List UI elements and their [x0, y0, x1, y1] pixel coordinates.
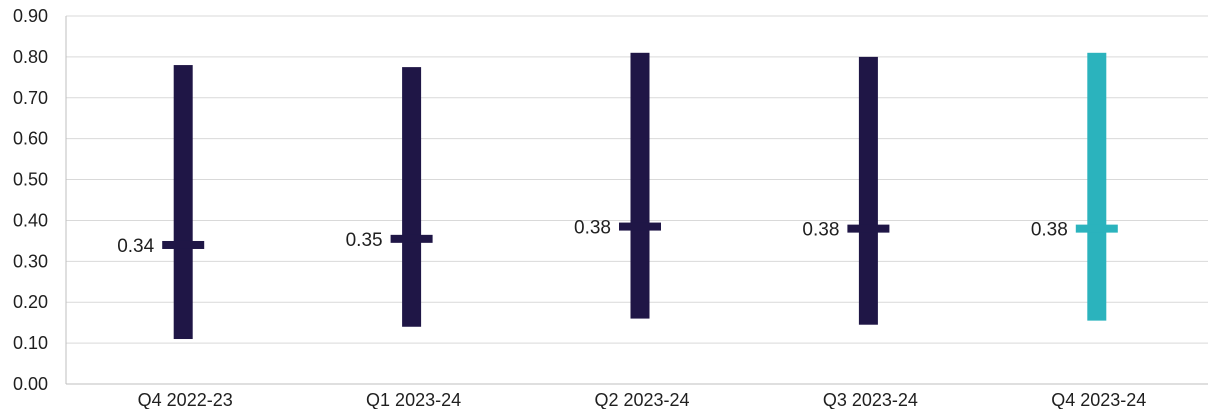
y-tick-label: 0.30 [13, 251, 48, 271]
y-tick-label: 0.00 [13, 374, 48, 394]
x-tick-label: Q4 2023-24 [1051, 390, 1146, 409]
y-axis: 0.00 0.10 0.20 0.30 0.40 0.50 0.60 0.70 0.80 0.90 [13, 6, 67, 394]
mid-labels: 0.34 0.35 0.38 0.38 0.38 [117, 218, 1068, 257]
data-label: 0.34 [117, 236, 154, 257]
y-tick-label: 0.10 [13, 333, 48, 353]
mid-marker [1075, 224, 1118, 233]
x-axis: Q4 2022-23 Q1 2023-24 Q2 2023-24 Q3 2023-24… [66, 383, 1208, 409]
y-tick-label: 0.60 [13, 129, 48, 149]
y-tick-label: 0.50 [13, 170, 48, 190]
data-label: 0.35 [346, 230, 383, 251]
data-label: 0.38 [574, 218, 611, 239]
range-bar [1087, 52, 1107, 321]
data-label: 0.38 [1031, 220, 1068, 241]
y-tick-label: 0.40 [13, 210, 48, 230]
data-label: 0.38 [802, 220, 839, 241]
x-tick-label: Q3 2023-24 [823, 390, 918, 409]
y-tick-label: 0.80 [13, 47, 48, 67]
range-bar [858, 56, 878, 325]
y-tick-label: 0.90 [13, 6, 48, 26]
x-tick-label: Q2 2023-24 [594, 390, 689, 409]
range-bar [402, 67, 422, 327]
range-bar [630, 52, 650, 319]
mid-marker [619, 222, 661, 231]
mid-marker [847, 224, 890, 233]
x-tick-label: Q4 2022-23 [138, 390, 233, 409]
mid-marker [162, 240, 205, 249]
y-tick-label: 0.70 [13, 88, 48, 108]
range-bar [173, 65, 193, 340]
x-tick-label: Q1 2023-24 [366, 390, 461, 409]
range-bars [162, 52, 1118, 340]
mid-marker [390, 234, 433, 243]
y-tick-label: 0.20 [13, 292, 48, 312]
